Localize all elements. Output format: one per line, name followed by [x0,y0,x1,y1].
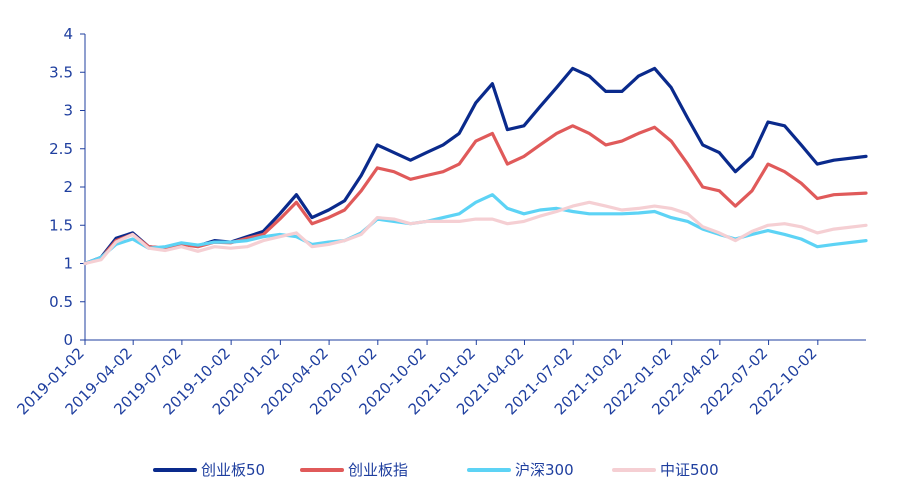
legend-label-3: 中证500 [660,461,719,479]
y-tick-label: 1 [63,255,73,273]
y-tick-label: 2.5 [49,140,73,158]
series-line-2 [83,193,868,266]
y-tick-label: 0 [63,331,73,349]
y-tick-label: 3 [63,102,73,120]
y-axis: 0 0.5 1 1.5 2 2.5 3 3.5 4 [49,25,86,349]
series-line-3 [83,200,868,266]
y-tick-label: 3.5 [49,63,73,81]
y-tick-label: 2 [63,178,73,196]
y-tick-label: 0.5 [49,293,73,311]
legend-label-1: 创业板指 [348,461,408,479]
series-layer [83,66,868,266]
y-tick-label: 4 [63,25,73,43]
legend: 创业板50 创业板指 沪深300 中证500 [153,461,719,479]
x-axis: 2019-01-022019-04-022019-07-022019-10-02… [13,339,866,418]
y-tick-label: 1.5 [49,216,73,234]
legend-label-0: 创业板50 [201,461,265,479]
legend-label-2: 沪深300 [515,461,574,479]
